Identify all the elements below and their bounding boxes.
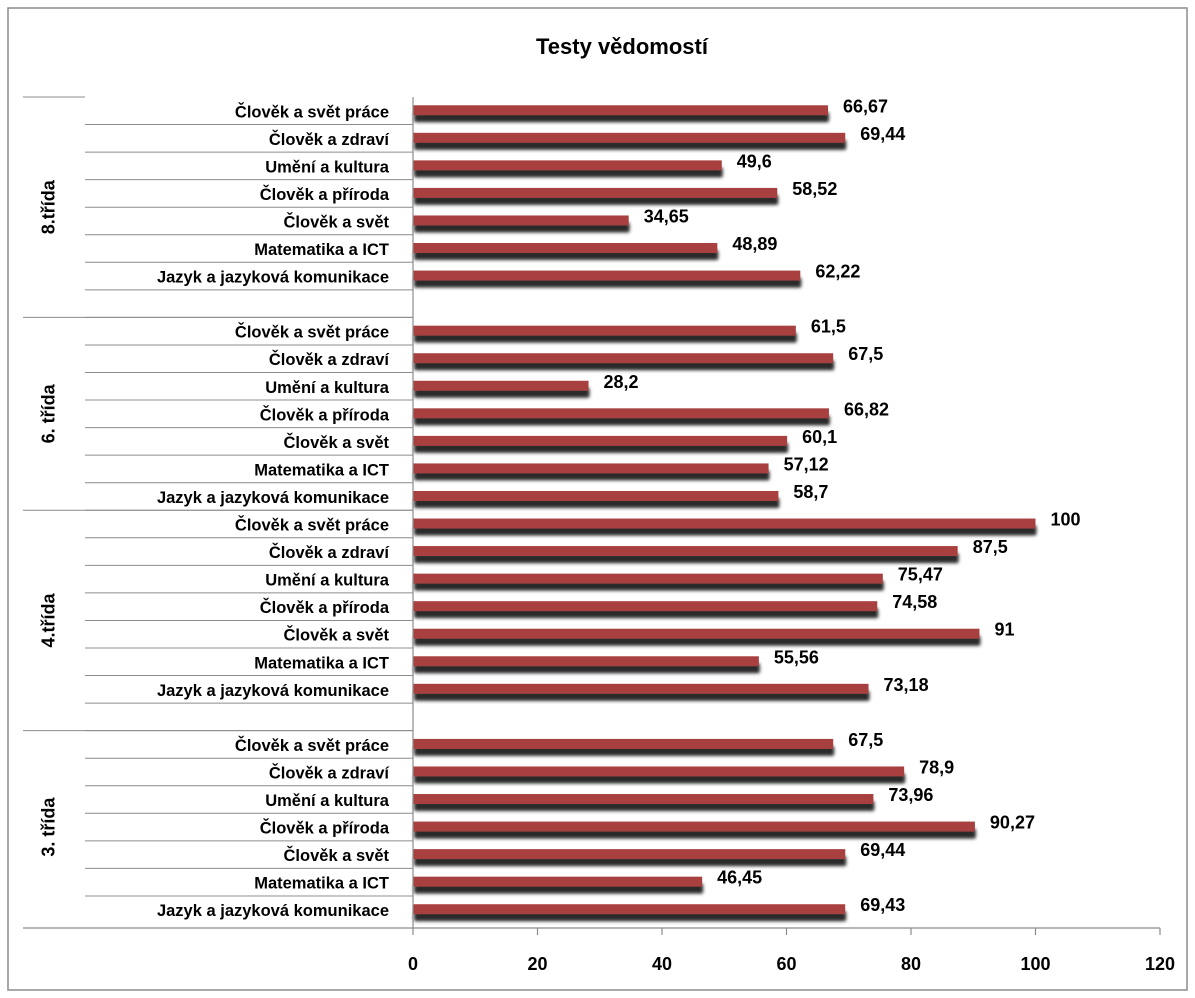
data-label: 61,5 <box>811 317 846 337</box>
group-label: 6. třída <box>39 383 59 443</box>
bar <box>413 656 759 667</box>
data-label: 73,96 <box>888 785 933 805</box>
category-label: Člověk a svět <box>284 626 390 645</box>
bar <box>413 325 796 336</box>
category-label: Matematika a ICT <box>254 241 389 259</box>
category-label: Člověk a zdraví <box>269 763 391 782</box>
bar <box>413 904 846 915</box>
bar <box>413 738 834 749</box>
data-label: 66,82 <box>844 399 889 419</box>
data-label: 69,43 <box>860 895 905 915</box>
category-label: Člověk a svět <box>284 846 390 865</box>
category-label: Člověk a svět <box>284 212 390 231</box>
data-label: 58,7 <box>793 482 828 502</box>
data-label: 75,47 <box>898 565 943 585</box>
data-label: 49,6 <box>737 151 772 171</box>
category-label: Člověk a příroda <box>260 819 390 838</box>
bar <box>413 518 1036 529</box>
category-label: Člověk a svět <box>284 433 390 452</box>
x-tick-label: 80 <box>901 954 921 974</box>
bar <box>413 380 589 391</box>
bar <box>413 132 846 143</box>
x-tick-label: 40 <box>652 954 672 974</box>
category-label: Člověk a svět práce <box>235 323 389 342</box>
category-label: Jazyk a jazyková komunikace <box>157 682 389 700</box>
category-label: Člověk a příroda <box>260 405 390 424</box>
bar <box>413 408 829 419</box>
category-label: Člověk a zdraví <box>269 130 391 149</box>
category-label: Umění a kultura <box>265 572 390 590</box>
category-label: Umění a kultura <box>265 158 390 176</box>
bar <box>413 876 703 887</box>
category-label: Člověk a svět práce <box>235 516 389 535</box>
data-label: 62,22 <box>815 262 860 282</box>
category-label: Člověk a zdraví <box>269 350 391 369</box>
data-label: 74,58 <box>892 592 937 612</box>
category-label: Matematika a ICT <box>254 654 389 672</box>
plot-area: Člověk a svět práce 66,67 Člověk a zdraví 6… <box>23 96 1175 974</box>
data-label: 57,12 <box>784 454 829 474</box>
data-label: 91 <box>994 620 1014 640</box>
bar <box>413 628 980 639</box>
data-label: 69,44 <box>860 840 905 860</box>
x-tick-label: 100 <box>1020 954 1050 974</box>
data-label: 48,89 <box>732 234 777 254</box>
data-label: 46,45 <box>717 868 762 888</box>
bar <box>413 215 629 226</box>
chart-title: Testy vědomostí <box>536 34 709 59</box>
bar <box>413 353 834 364</box>
data-label: 34,65 <box>644 206 689 226</box>
category-label: Umění a kultura <box>265 792 390 810</box>
category-label: Matematika a ICT <box>254 875 389 893</box>
bar <box>413 243 718 254</box>
bar <box>413 683 869 694</box>
category-label: Člověk a svět práce <box>235 102 389 121</box>
data-label: 60,1 <box>802 427 837 447</box>
category-label: Jazyk a jazyková komunikace <box>157 489 389 507</box>
bar <box>413 794 874 805</box>
data-label: 87,5 <box>973 537 1008 557</box>
category-label: Matematika a ICT <box>254 461 389 479</box>
group-label: 8.třída <box>39 179 59 234</box>
data-label: 100 <box>1051 510 1081 530</box>
data-label: 66,67 <box>843 96 888 116</box>
data-label: 55,56 <box>774 647 819 667</box>
data-label: 28,2 <box>604 372 639 392</box>
bar <box>413 160 722 171</box>
data-label: 67,5 <box>848 344 883 364</box>
bar <box>413 105 829 116</box>
category-label: Člověk a příroda <box>260 185 390 204</box>
bar <box>413 435 788 446</box>
bar <box>413 187 778 198</box>
group-label: 3. třída <box>39 797 59 857</box>
category-label: Jazyk a jazyková komunikace <box>157 269 389 287</box>
x-tick-label: 0 <box>408 954 418 974</box>
x-tick-label: 120 <box>1145 954 1175 974</box>
bar <box>413 821 975 832</box>
bar <box>413 601 878 612</box>
bar <box>413 270 801 281</box>
bar <box>413 490 779 501</box>
category-label: Umění a kultura <box>265 379 390 397</box>
data-label: 73,18 <box>884 675 929 695</box>
data-label: 78,9 <box>919 757 954 777</box>
data-label: 58,52 <box>792 179 837 199</box>
group-label: 4.třída <box>39 592 59 647</box>
category-label: Člověk a zdraví <box>269 543 391 562</box>
data-label: 90,27 <box>990 813 1035 833</box>
x-tick-label: 20 <box>527 954 547 974</box>
bar <box>413 573 883 584</box>
category-label: Člověk a svět práce <box>235 736 389 755</box>
bar <box>413 463 769 474</box>
data-label: 69,44 <box>860 124 905 144</box>
bar <box>413 766 905 777</box>
x-tick-label: 60 <box>776 954 796 974</box>
data-label: 67,5 <box>848 730 883 750</box>
bar <box>413 849 846 860</box>
category-label: Člověk a příroda <box>260 598 390 617</box>
category-label: Jazyk a jazyková komunikace <box>157 902 389 920</box>
bar <box>413 546 958 557</box>
